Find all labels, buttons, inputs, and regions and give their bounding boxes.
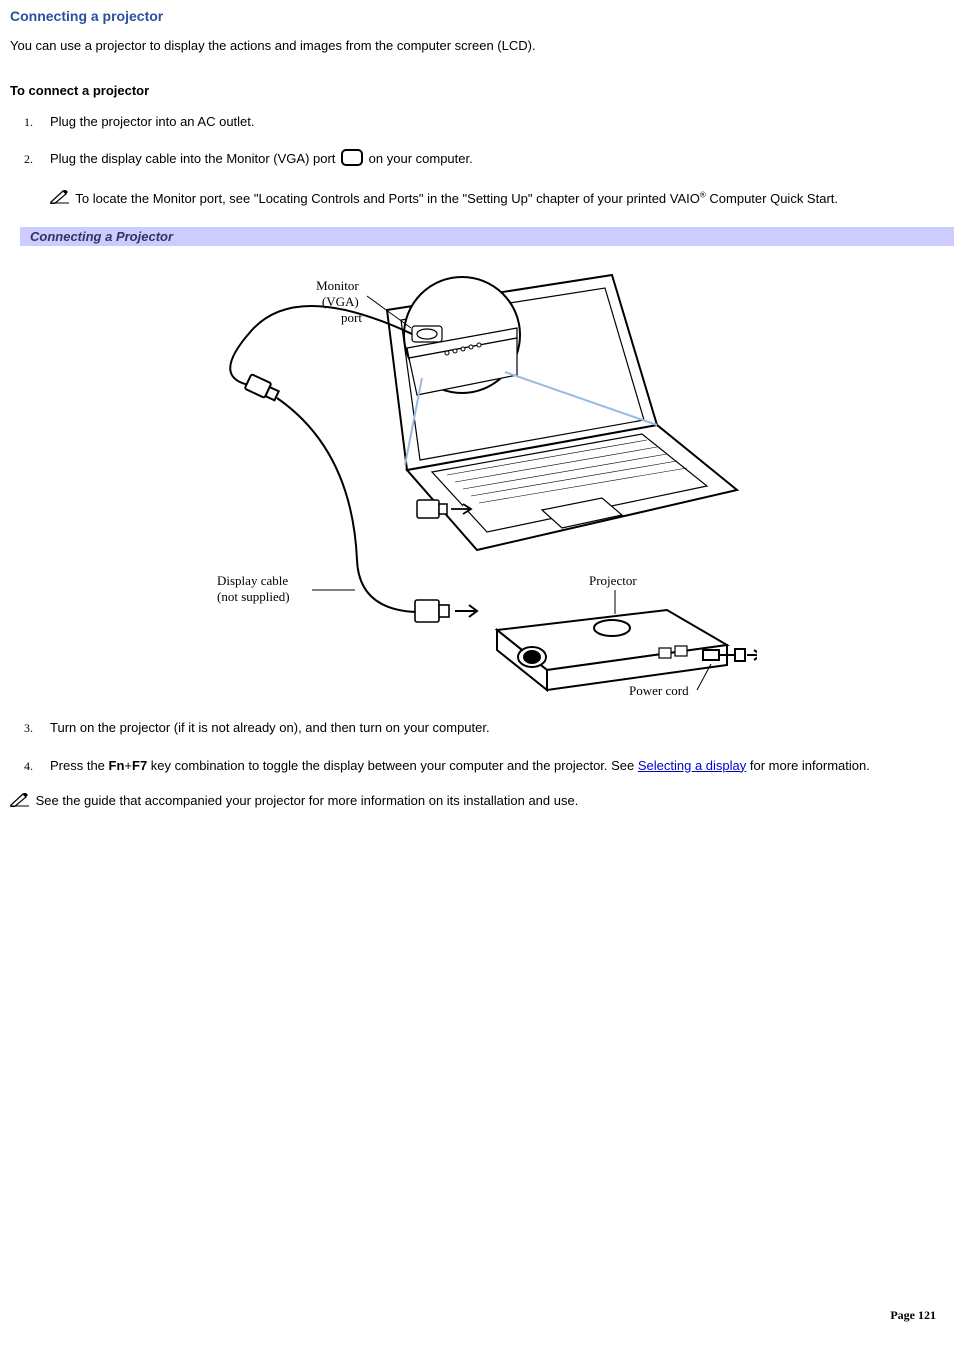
step-2-note-suffix: Computer Quick Start. [706,191,838,206]
step-4-prefix: Press the [50,758,109,773]
step-4-mid: key combination to toggle the display be… [147,758,638,773]
step-1-text: Plug the projector into an AC outlet. [50,114,255,129]
label-display-cable: Display cable (not supplied) [217,573,291,604]
step-4-plus: + [124,758,132,773]
sub-heading: To connect a projector [10,83,944,98]
label-monitor-port: Monitor (VGA) port [316,278,362,325]
step-4-key2: F7 [132,758,147,773]
connection-diagram: Monitor (VGA) port Display cable (not su… [10,250,944,700]
step-2-prefix: Plug the display cable into the Monitor … [50,151,339,166]
step-4: 4. Press the Fn+F7 key combination to to… [50,756,944,776]
closing-text: See the guide that accompanied your proj… [32,793,578,808]
closing-note: See the guide that accompanied your proj… [10,793,944,810]
step-3: 3. Turn on the projector (if it is not a… [50,718,944,738]
page-footer: Page 121 [890,1308,936,1323]
step-4-suffix: for more information. [746,758,870,773]
pencil-note-icon [50,190,70,210]
figure-header: Connecting a Projector [20,227,954,246]
label-projector: Projector [589,573,637,588]
label-power-cord: Power cord [629,683,689,698]
pencil-note-icon [10,793,30,810]
step-2: 2. Plug the display cable into the Monit… [50,149,944,209]
step-4-key1: Fn [109,758,125,773]
step-3-text: Turn on the projector (if it is not alre… [50,720,490,735]
monitor-port-icon [341,149,363,166]
page-heading: Connecting a projector [10,8,944,24]
step-2-suffix: on your computer. [365,151,473,166]
intro-paragraph: You can use a projector to display the a… [10,38,944,55]
step-2-note: To locate the Monitor port, see "Locatin… [50,189,944,209]
selecting-display-link[interactable]: Selecting a display [638,758,746,773]
step-1: 1. Plug the projector into an AC outlet. [50,112,944,132]
step-2-note-prefix: To locate the Monitor port, see "Locatin… [72,191,700,206]
